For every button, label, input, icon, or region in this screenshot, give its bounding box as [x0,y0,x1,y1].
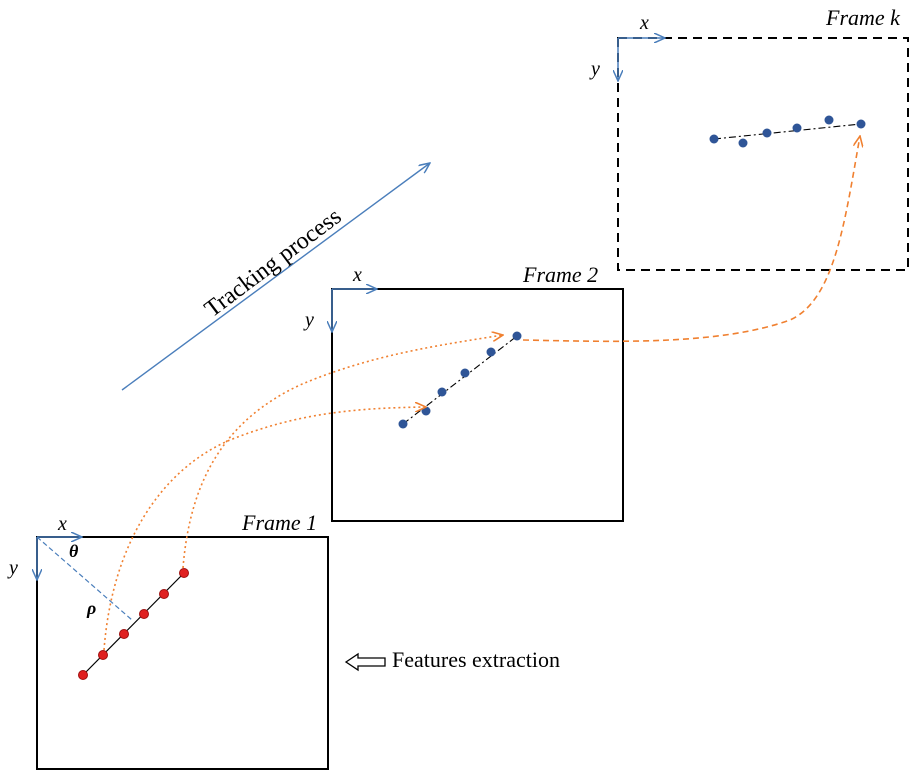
rho-label: ρ [86,598,96,618]
tracked-point [486,347,496,357]
frame-k-title: Frame k [825,5,901,30]
frame-k-x-label: x [639,12,649,34]
frame-2-border [331,288,624,522]
frame-k-border [617,37,909,271]
frame-2-x-label: x [352,264,362,286]
rho-guide-line [36,536,133,621]
frame-2-title: Frame 2 [522,262,598,287]
frame-k-line-fit [713,123,862,140]
features-extraction-label: Features extraction [392,647,560,672]
feature-point [78,670,88,680]
tracking-process-arrow [121,163,430,391]
tracking-path-1 [103,407,426,651]
tracked-point [824,115,834,125]
frame-k-y-label: y [589,58,600,80]
feature-point [179,568,189,578]
frame-k: Frame k x y [589,5,909,271]
tracked-point [398,419,408,429]
tracked-point [421,406,431,416]
tracked-point [856,119,866,129]
tracked-point [460,368,470,378]
frame-2-tracked-points [398,331,522,429]
frame-1: Frame 1 x y θ ρ [7,510,329,770]
frame-1-title: Frame 1 [241,510,317,535]
feature-point [139,609,149,619]
frame-1-line-fit [82,572,185,676]
tracking-process-label: Tracking process [200,203,346,322]
frame-1-feature-points [78,568,189,680]
theta-label: θ [69,541,79,561]
frame-2-y-label: y [303,309,314,331]
tracked-point [738,138,748,148]
frame-2-line-fit [402,335,518,425]
feature-point [119,629,129,639]
tracked-point [709,134,719,144]
hollow-left-arrow-icon [344,652,386,672]
tracked-point [762,128,772,138]
frame-2: Frame 2 x y [303,262,624,522]
frame-1-border [36,536,329,770]
tracked-point [512,331,522,341]
feature-point [98,650,108,660]
tracked-point [792,123,802,133]
tracking-path-2 [182,335,503,569]
feature-point [159,589,169,599]
tracked-point [437,387,447,397]
tracking-path-k [522,136,860,343]
frame-1-x-label: x [57,513,67,535]
frame-k-tracked-points [709,115,866,148]
features-extraction-callout: Features extraction [344,647,560,672]
frame-1-y-label: y [7,557,18,579]
